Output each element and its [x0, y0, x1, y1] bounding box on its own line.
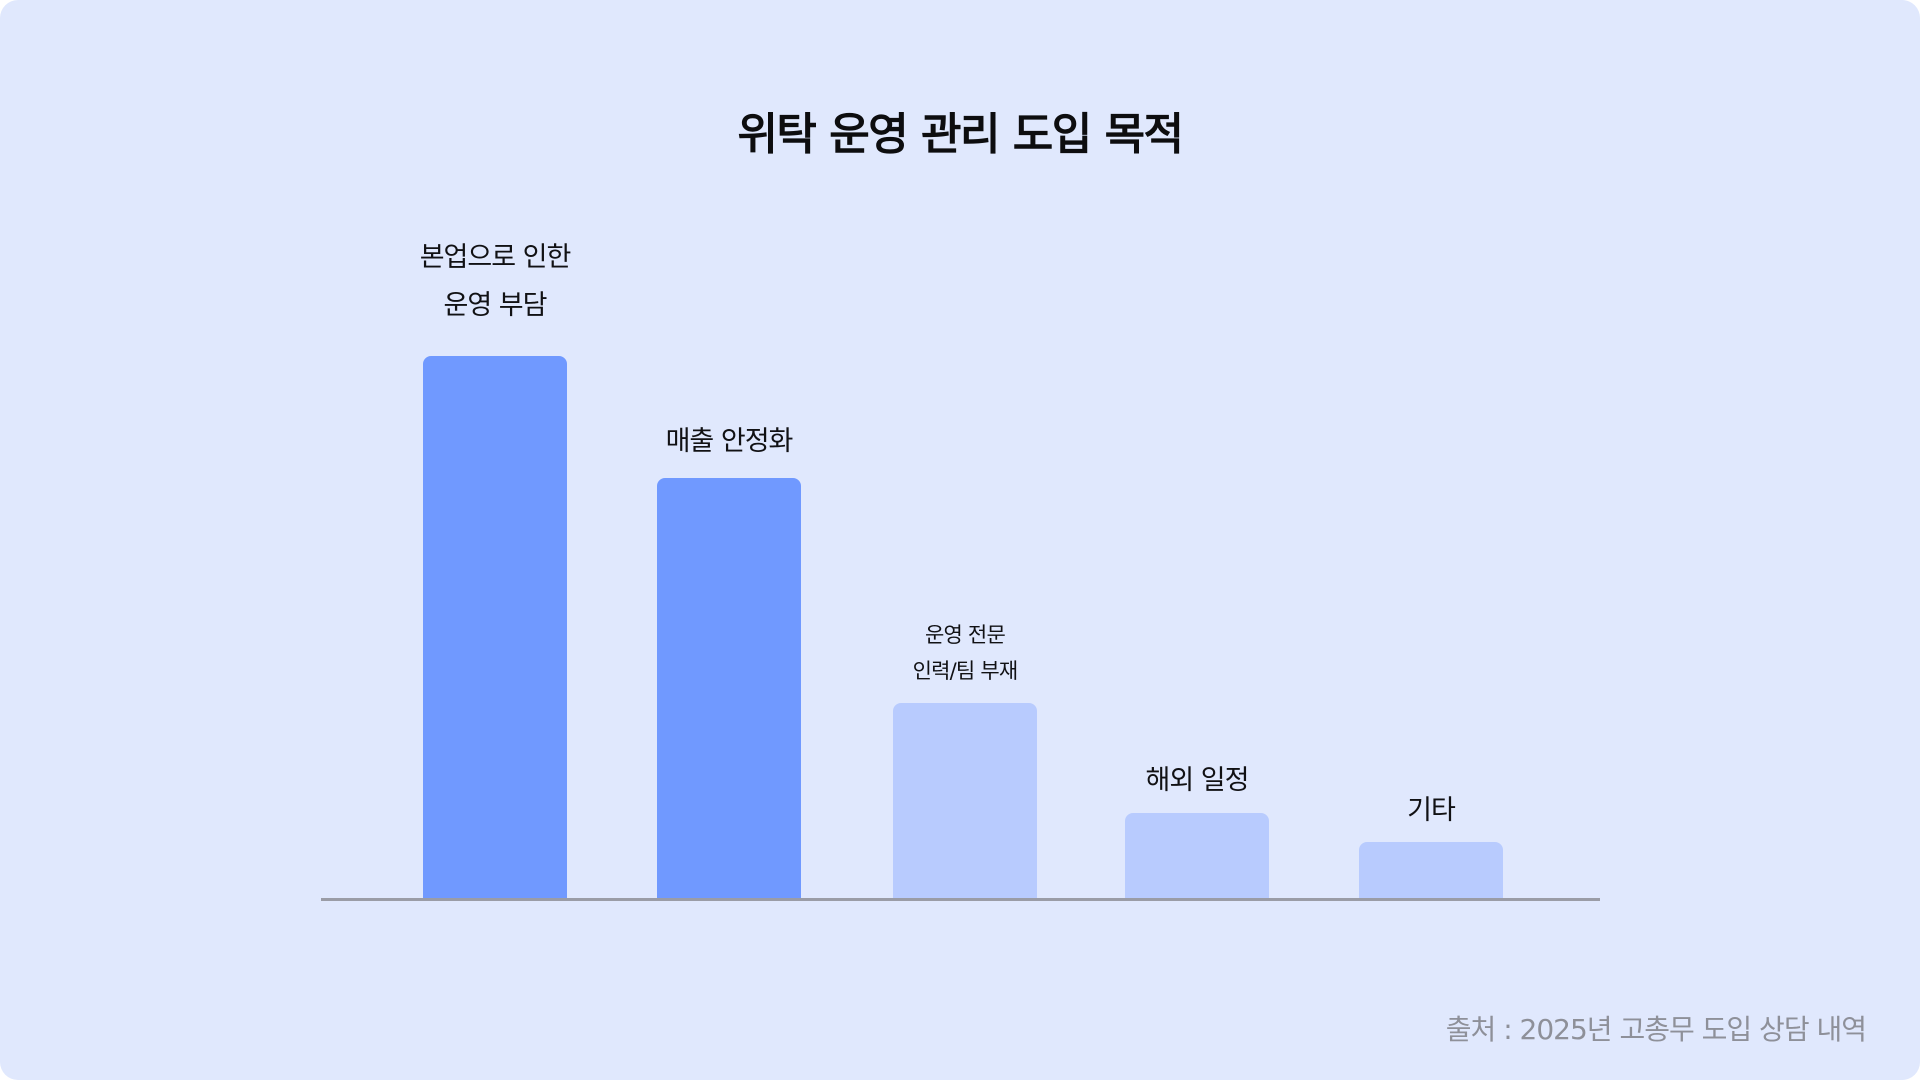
chart-title: 위탁 운영 관리 도입 목적 — [737, 109, 1184, 160]
bar-label-2: 매출 안정화 — [599, 418, 859, 466]
bar-3 — [893, 703, 1037, 899]
bar-label-5: 기타 — [1301, 787, 1561, 835]
bar-label-4-line-1: 해외 일정 — [1145, 765, 1250, 796]
bar-label-3-line-1: 운영 전문 — [925, 623, 1006, 647]
bar-label-1-line-1: 본업으로 인한 — [419, 242, 572, 273]
bar-1 — [423, 356, 567, 899]
bar-label-2-line-1: 매출 안정화 — [665, 426, 794, 457]
bar-label-5-line-1: 기타 — [1407, 795, 1456, 826]
source-note: 출처 : 2025년 고총무 도입 상담 내역 — [1445, 1013, 1867, 1046]
x-axis-baseline — [321, 898, 1600, 901]
bar-label-1-line-2: 운영 부담 — [443, 290, 548, 321]
bar-label-1: 본업으로 인한 운영 부담 — [365, 234, 625, 330]
bar-5 — [1359, 842, 1503, 899]
bar-2 — [657, 478, 801, 899]
bar-label-3-line-2: 인력/팀 부재 — [912, 659, 1019, 683]
bar-label-3: 운영 전문 인력/팀 부재 — [835, 617, 1095, 689]
bar-4 — [1125, 813, 1269, 899]
bar-label-4: 해외 일정 — [1067, 757, 1327, 805]
